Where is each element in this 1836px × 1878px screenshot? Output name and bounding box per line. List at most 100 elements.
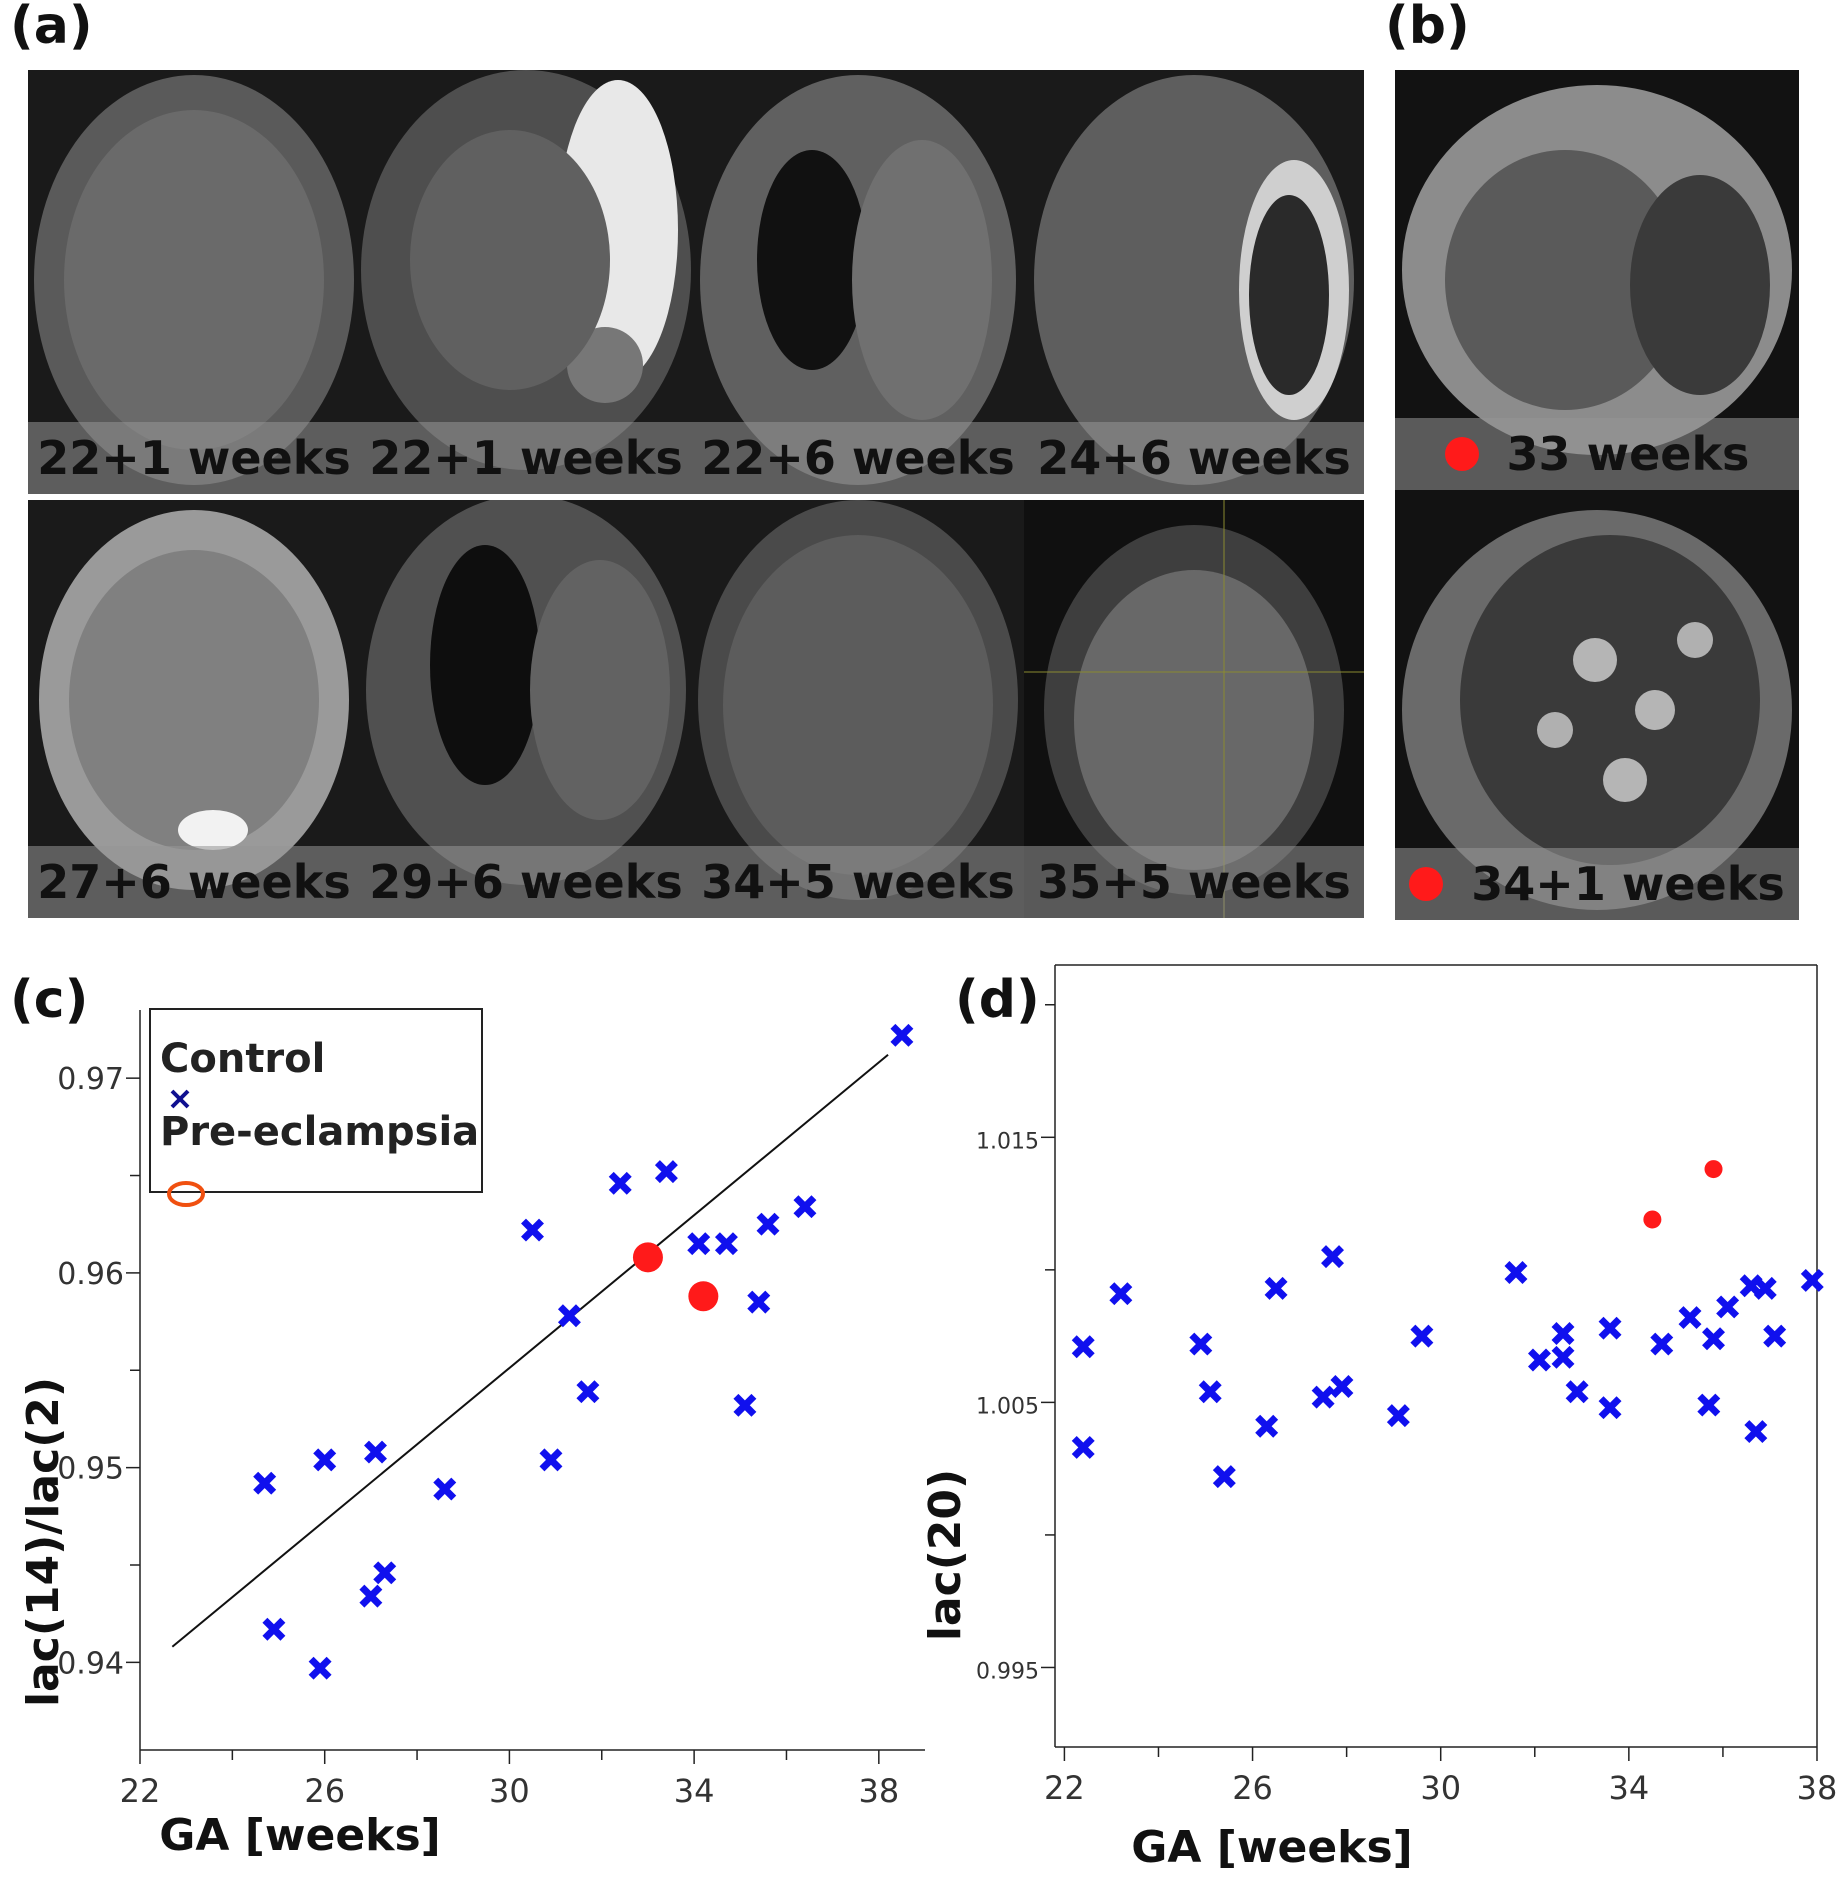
mri-caption: 34+5 weeks (692, 846, 1024, 918)
mri-caption-text: 34+1 weeks (1471, 857, 1785, 911)
control-point (1598, 1396, 1622, 1420)
x-tick-label: 26 (304, 1772, 345, 1810)
y-tick-label: 0.995 (976, 1659, 1039, 1684)
control-point (1716, 1295, 1740, 1319)
mri-image: 22+6 weeks (692, 70, 1024, 494)
x-tick-label: 26 (1232, 1769, 1273, 1807)
control-point (1212, 1465, 1236, 1489)
control-point (1744, 1420, 1768, 1444)
control-point (747, 1290, 771, 1314)
control-point (1504, 1261, 1528, 1284)
control-point (308, 1656, 332, 1680)
control-point (1702, 1327, 1725, 1351)
chart-d: 22 26 30 34 38 0.995 1.005 1.015 lac(20) GA [we… (920, 964, 1836, 1873)
control-point (262, 1617, 286, 1641)
control-point (1598, 1316, 1622, 1340)
pre-eclampsia-point (1643, 1210, 1662, 1229)
mri-image-pre-eclampsia: 34+1 weeks (1395, 490, 1799, 920)
control-point (521, 1218, 544, 1242)
y-tick-label: 0.97 (57, 1062, 124, 1097)
control-point (1678, 1306, 1702, 1330)
mri-image: 29+6 weeks (360, 500, 692, 918)
control-point (1189, 1332, 1213, 1356)
control-point (756, 1212, 780, 1236)
x-tick-label: 34 (1608, 1769, 1649, 1807)
y-tick-label: 0.94 (57, 1646, 124, 1681)
mri-image: 24+6 weeks (1024, 70, 1364, 494)
pre-eclampsia-point (1704, 1160, 1723, 1179)
mri-caption: 29+6 weeks (360, 846, 692, 918)
mri-image: 34+5 weeks (692, 500, 1024, 918)
control-point (1198, 1380, 1222, 1404)
control-point (1763, 1324, 1787, 1348)
control-point (576, 1380, 600, 1404)
x-tick-label: 38 (1797, 1769, 1836, 1807)
control-point (890, 1023, 914, 1047)
mri-caption: 22+1 weeks (360, 422, 692, 494)
legend-ellipse-marker-icon (167, 1181, 205, 1207)
control-point (654, 1160, 678, 1184)
chart-c-y-axis-label: lac(14)/lac(2) (18, 1377, 69, 1707)
legend-label-pre-eclampsia: Pre-eclampsia (160, 1109, 479, 1155)
control-point (1264, 1276, 1288, 1300)
x-tick-label: 30 (1420, 1769, 1461, 1807)
mri-image: 22+1 weeks (360, 70, 692, 494)
control-point (1697, 1393, 1721, 1417)
control-point (608, 1171, 632, 1195)
chart-c: 22 26 30 34 38 0.94 0.95 0.96 0.97 lac(14)/lac(2… (18, 1008, 925, 1861)
pre-eclampsia-point (632, 1242, 663, 1273)
y-tick-label: 0.96 (57, 1257, 124, 1292)
mri-image-pre-eclampsia: 33 weeks (1395, 70, 1799, 490)
chart-d-y-axis-label: lac(20) (920, 1469, 971, 1641)
control-point (1551, 1345, 1575, 1369)
mri-caption: 33 weeks (1395, 418, 1799, 490)
chart-c-plot-area: 22 26 30 34 38 0.94 0.95 0.96 0.97 (57, 1010, 925, 1810)
control-point (253, 1471, 277, 1495)
mri-caption-text: 33 weeks (1506, 427, 1750, 481)
legend-x-stroke (170, 1089, 190, 1109)
control-point (1071, 1435, 1095, 1459)
pre-eclampsia-point (688, 1281, 719, 1312)
mri-image: 22+1 weeks (28, 70, 360, 494)
control-point (1565, 1380, 1589, 1404)
pre-eclampsia-marker-icon (1444, 436, 1479, 471)
mri-caption: 34+1 weeks (1395, 848, 1799, 920)
control-point (1800, 1268, 1824, 1292)
control-point (359, 1584, 383, 1608)
control-point (373, 1561, 397, 1585)
control-point (733, 1393, 757, 1417)
regression-line (171, 1054, 889, 1648)
control-point (1330, 1375, 1354, 1398)
panel-label-b: (b) (1385, 0, 1470, 56)
y-tick-label: 1.015 (976, 1129, 1039, 1154)
control-point (1410, 1324, 1434, 1348)
mri-image: 27+6 weeks (28, 500, 360, 918)
control-point (714, 1232, 738, 1256)
control-point (687, 1232, 711, 1256)
mri-caption: 24+6 weeks (1024, 422, 1364, 494)
y-tick-label: 1.005 (976, 1394, 1039, 1419)
control-point (1753, 1276, 1777, 1300)
control-point (1551, 1321, 1575, 1345)
mri-caption: 27+6 weeks (28, 846, 360, 918)
mri-caption: 35+5 weeks (1024, 846, 1364, 918)
control-point (1650, 1332, 1674, 1356)
control-point (313, 1448, 337, 1472)
x-tick-label: 30 (489, 1772, 530, 1810)
control-point (364, 1440, 387, 1464)
y-tick-label: 0.95 (57, 1452, 124, 1487)
x-tick-label: 22 (120, 1772, 161, 1810)
mri-caption: 22+1 weeks (28, 422, 360, 494)
control-point (539, 1448, 563, 1472)
control-point (1255, 1414, 1279, 1438)
control-point (1109, 1282, 1133, 1306)
control-point (1528, 1348, 1551, 1372)
control-point (1071, 1335, 1095, 1359)
legend-label-control: Control (160, 1036, 325, 1082)
x-tick-label: 38 (858, 1772, 899, 1810)
panel-label-c: (c) (10, 970, 89, 1030)
control-point (1386, 1404, 1410, 1428)
x-tick-label: 22 (1044, 1769, 1085, 1807)
mri-image: 35+5 weeks (1024, 500, 1364, 918)
